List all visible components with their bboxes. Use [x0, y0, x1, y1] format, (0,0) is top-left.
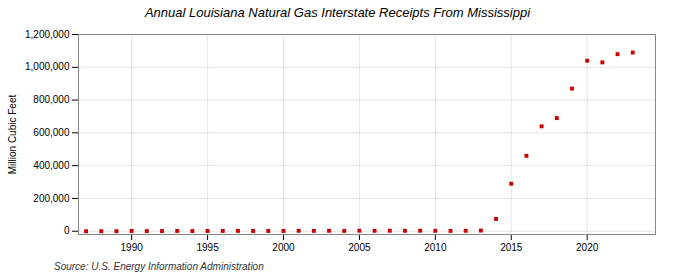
svg-text:2010: 2010 [424, 242, 447, 253]
html-text:Annual Louisiana Natural Gas I: Annual Louisiana Natural Gas Interstate … [144, 5, 531, 20]
svg-text:200,000: 200,000 [33, 193, 70, 204]
svg-text:1990: 1990 [121, 242, 144, 253]
svg-text:2000: 2000 [272, 242, 295, 253]
svg-text:2020: 2020 [576, 242, 599, 253]
svg-text:2005: 2005 [348, 242, 371, 253]
html-text:Source: U.S. Energy Informatio: Source: U.S. Energy Information Administ… [54, 261, 264, 272]
svg-text:400,000: 400,000 [33, 160, 70, 171]
svg-text:2015: 2015 [500, 242, 523, 253]
svg-text:600,000: 600,000 [33, 127, 70, 138]
svg-text:1,000,000: 1,000,000 [25, 61, 70, 72]
svg-text:800,000: 800,000 [33, 94, 70, 105]
svg-text:1995: 1995 [196, 242, 219, 253]
svg-text:0: 0 [64, 225, 70, 236]
svg-text:1,200,000: 1,200,000 [25, 29, 70, 40]
svg-text:Million Cubic Feet: Million Cubic Feet [7, 95, 18, 175]
